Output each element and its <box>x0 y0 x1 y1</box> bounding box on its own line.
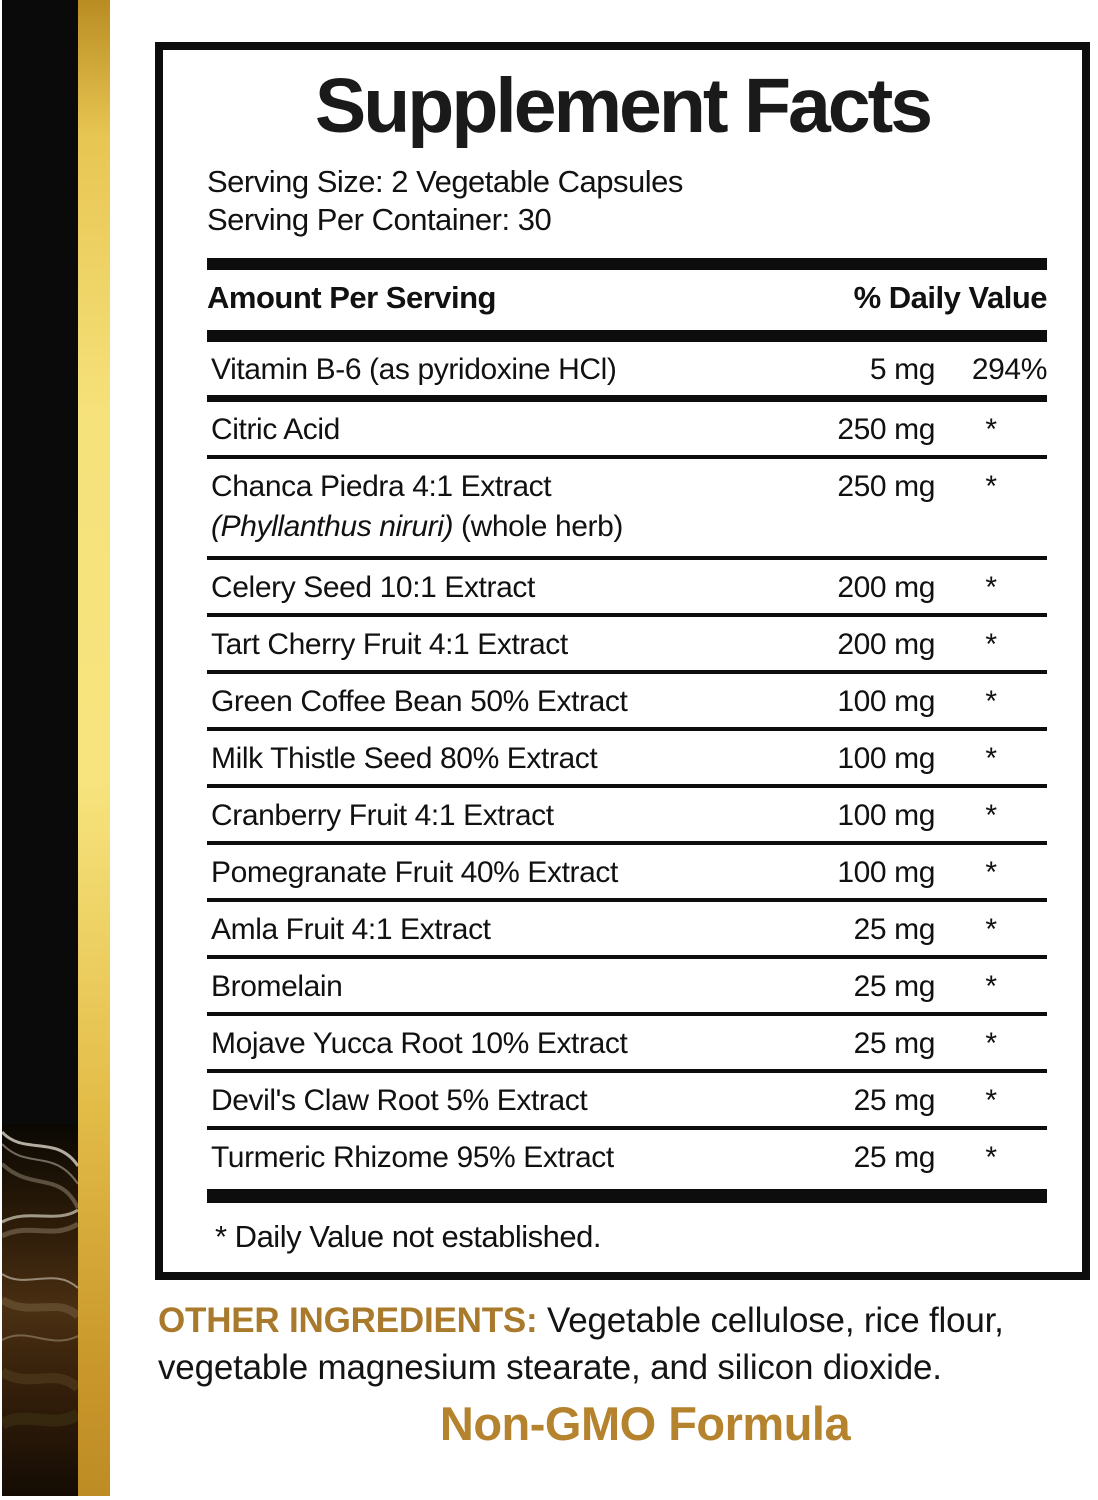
other-ingredients-text: Vegetable cellulose, rice flour, vegetab… <box>158 1301 1004 1387</box>
divider-thick <box>207 258 1047 271</box>
ingredient-amount: 100 mg <box>837 742 935 776</box>
ingredient-row: Citric Acid 250 mg * <box>207 402 1047 460</box>
other-ingredients: OTHER INGREDIENTS: Vegetable cellulose, … <box>158 1298 1098 1391</box>
ingredient-name: Tart Cherry Fruit 4:1 Extract <box>211 628 568 662</box>
ingredient-daily-value: * <box>985 571 997 605</box>
ingredient-daily-value: * <box>985 1141 997 1175</box>
ingredient-amount: 25 mg <box>853 913 936 947</box>
ingredient-name: Mojave Yucca Root 10% Extract <box>211 1027 628 1061</box>
ingredient-amount: 25 mg <box>853 970 936 1004</box>
divider-thick <box>207 330 1047 343</box>
ingredient-daily-value: * <box>985 799 997 833</box>
ingredient-row: Pomegranate Fruit 40% Extract 100 mg * <box>207 845 1047 903</box>
ingredient-row: Bromelain 25 mg * <box>207 959 1047 1017</box>
ingredient-row: Turmeric Rhizome 95% Extract 25 mg * <box>207 1130 1047 1187</box>
liquid-swirl-graphic <box>2 1124 78 1496</box>
ingredient-rows: Vitamin B-6 (as pyridoxine HCl) 5 mg 294% C… <box>207 342 1047 1187</box>
ingredient-daily-value: 294% <box>971 353 1048 387</box>
ingredient-row: Milk Thistle Seed 80% Extract 100 mg * <box>207 731 1047 789</box>
ingredient-amount: 250 mg <box>837 413 935 447</box>
ingredient-amount: 200 mg <box>837 571 935 605</box>
ingredient-daily-value: * <box>985 470 997 504</box>
facts-table: Amount Per Serving % Daily Value Vitamin… <box>207 258 1048 1204</box>
ingredient-row: Cranberry Fruit 4:1 Extract 100 mg * <box>207 788 1047 846</box>
supplement-facts-panel: Supplement Facts Serving Size: 2 Vegetab… <box>155 42 1090 1280</box>
daily-value-footnote: * Daily Value not established. <box>215 1219 601 1255</box>
ingredient-name: Cranberry Fruit 4:1 Extract <box>211 799 554 833</box>
ingredient-daily-value: * <box>985 913 997 947</box>
non-gmo-formula: Non-GMO Formula <box>439 1397 851 1450</box>
ingredient-amount: 100 mg <box>837 685 935 719</box>
ingredient-name: Celery Seed 10:1 Extract <box>211 571 535 605</box>
gold-band <box>78 0 110 1496</box>
other-ingredients-label: OTHER INGREDIENTS: <box>158 1301 538 1340</box>
ingredient-name: Amla Fruit 4:1 Extract <box>211 913 491 947</box>
ingredient-amount: 100 mg <box>837 856 935 890</box>
ingredient-row: Vitamin B-6 (as pyridoxine HCl) 5 mg 294% <box>207 342 1048 403</box>
ingredient-name: Turmeric Rhizome 95% Extract <box>211 1141 614 1175</box>
serving-size: Serving Size: 2 Vegetable Capsules <box>207 163 683 199</box>
ingredient-daily-value: * <box>985 856 997 890</box>
ingredient-row: Celery Seed 10:1 Extract 200 mg * <box>207 560 1047 618</box>
ingredient-amount: 250 mg <box>837 470 935 504</box>
ingredient-daily-value: * <box>985 413 997 447</box>
ingredient-amount: 100 mg <box>837 799 935 833</box>
table-header: Amount Per Serving % Daily Value <box>207 270 1048 330</box>
ingredient-name: Vitamin B-6 (as pyridoxine HCl) <box>211 353 617 387</box>
ingredient-daily-value: * <box>985 685 997 719</box>
ingredient-daily-value: * <box>985 628 997 662</box>
ingredient-name: Milk Thistle Seed 80% Extract <box>211 742 598 776</box>
divider-thick <box>207 1189 1047 1204</box>
ingredient-name: Green Coffee Bean 50% Extract <box>211 685 628 719</box>
ingredient-name: Chanca Piedra 4:1 Extract <box>211 470 552 504</box>
ingredient-name: Pomegranate Fruit 40% Extract <box>211 856 618 890</box>
ingredient-row: Tart Cherry Fruit 4:1 Extract 200 mg * <box>207 617 1047 675</box>
ingredient-daily-value: * <box>985 742 997 776</box>
serving-per-container: Serving Per Container: 30 <box>207 201 552 237</box>
ingredient-amount: 25 mg <box>853 1027 936 1061</box>
ingredient-amount: 25 mg <box>853 1084 936 1118</box>
ingredient-daily-value: * <box>985 1027 997 1061</box>
ingredient-row: Chanca Piedra 4:1 Extract 250 mg * (Phyllan… <box>207 459 1047 561</box>
panel-title: Supplement Facts <box>314 63 933 149</box>
amount-per-serving-header: Amount Per Serving <box>207 280 497 316</box>
ingredient-row: Green Coffee Bean 50% Extract 100 mg * <box>207 674 1047 732</box>
ingredient-row: Devil's Claw Root 5% Extract 25 mg * <box>207 1073 1047 1131</box>
botanical-plant-part: (whole herb) <box>453 510 623 544</box>
ingredient-daily-value: * <box>985 1084 997 1118</box>
ingredient-row: Amla Fruit 4:1 Extract 25 mg * <box>207 902 1047 960</box>
ingredient-name: Citric Acid <box>211 413 340 447</box>
ingredient-amount: 25 mg <box>853 1141 936 1175</box>
botanical-latin-name: (Phyllanthus niruri) <box>211 510 454 544</box>
left-black-strip <box>2 0 110 1496</box>
ingredient-row: Mojave Yucca Root 10% Extract 25 mg * <box>207 1016 1047 1074</box>
serving-info: Serving Size: 2 Vegetable Capsules Servi… <box>207 163 1052 239</box>
ingredient-name: Devil's Claw Root 5% Extract <box>211 1084 588 1118</box>
ingredient-name: Bromelain <box>211 970 343 1004</box>
daily-value-header: % Daily Value <box>853 280 1048 316</box>
ingredient-daily-value: * <box>985 970 997 1004</box>
ingredient-amount: 200 mg <box>837 628 935 662</box>
ingredient-amount: 5 mg <box>869 353 936 387</box>
ingredient-name-botanical: (Phyllanthus niruri) (whole herb) <box>207 510 1047 548</box>
